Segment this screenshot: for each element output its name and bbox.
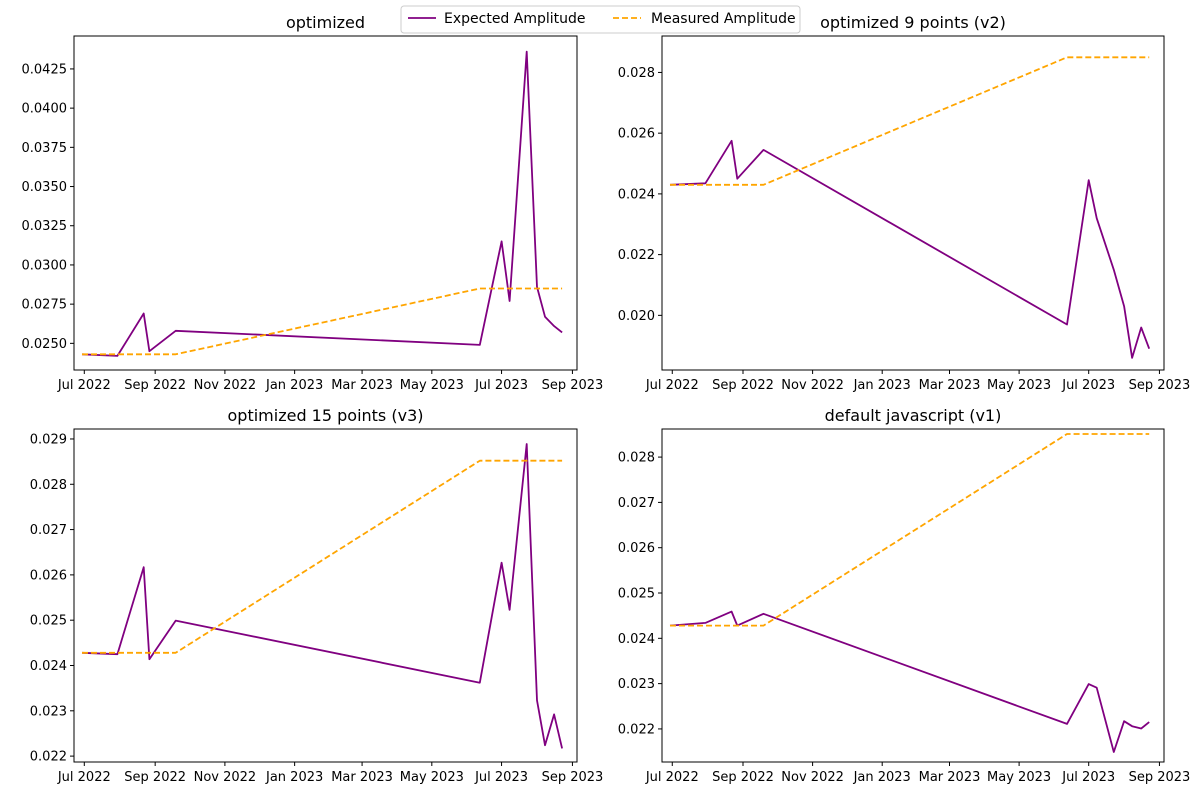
x-tick-label: Jan 2023: [265, 770, 323, 785]
x-tick-label: Jul 2023: [1061, 770, 1115, 785]
y-tick-label: 0.028: [30, 478, 67, 493]
legend-label-measured: Measured Amplitude: [651, 11, 796, 27]
x-tick-label: May 2023: [400, 770, 464, 785]
y-tick-label: 0.027: [618, 496, 655, 511]
x-tick-label: Sep 2023: [1129, 770, 1191, 785]
subplot-optimized: optimized Jul 2022 Sep 2022 Nov 2022 Jan 202…: [22, 13, 604, 393]
x-tick-label: Mar 2023: [331, 378, 393, 393]
x-tick-label: Nov 2022: [781, 770, 844, 785]
y-tick-label: 0.028: [618, 451, 655, 466]
x-tick-label: Jul 2023: [1061, 378, 1115, 393]
y-tick-label: 0.024: [618, 187, 655, 202]
x-tick-label: Jul 2022: [57, 378, 111, 393]
axes-frame: [73, 35, 578, 371]
y-tick-label: 0.0250: [22, 337, 68, 352]
series-line-expected: [669, 139, 1151, 359]
y-tick-label: 0.026: [618, 541, 655, 556]
chart-title: optimized: [286, 13, 365, 32]
chart-title: default javascript (v1): [825, 406, 1002, 425]
x-tick-label: Nov 2022: [194, 770, 257, 785]
axes-frame: [73, 428, 578, 763]
y-tick-label: 0.020: [618, 309, 655, 324]
x-tick-label: Sep 2022: [124, 378, 186, 393]
x-tick-label: Sep 2022: [712, 378, 774, 393]
x-tick-label: Jul 2022: [645, 378, 699, 393]
x-tick-label: Mar 2023: [919, 378, 981, 393]
y-tick-label: 0.024: [618, 632, 655, 647]
x-tick-label: Mar 2023: [331, 770, 393, 785]
legend-frame: [400, 5, 801, 34]
x-tick-label: Jul 2022: [57, 770, 111, 785]
chart-title: optimized 15 points (v3): [228, 406, 424, 425]
y-tick-label: 0.029: [30, 432, 67, 447]
y-tick-label: 0.023: [618, 677, 655, 692]
y-tick-label: 0.022: [618, 248, 655, 263]
x-tick-label: Sep 2022: [124, 770, 186, 785]
axes-frame: [661, 35, 1165, 371]
y-tick-label: 0.026: [30, 568, 67, 583]
x-tick-label: May 2023: [987, 770, 1051, 785]
series-line-measured: [670, 56, 1150, 186]
y-tick-label: 0.025: [30, 614, 67, 629]
y-tick-label: 0.022: [30, 750, 67, 765]
x-tick-label: Jul 2023: [474, 378, 528, 393]
x-tick-label: Jan 2023: [853, 770, 911, 785]
series-line-expected: [669, 610, 1150, 753]
x-tick-label: Sep 2023: [1129, 378, 1191, 393]
subplot-default-javascript: default javascript (v1) Jul 2022 Sep 2022 N…: [618, 406, 1191, 785]
series-line-measured: [670, 433, 1150, 627]
x-tick-label: Mar 2023: [919, 770, 981, 785]
y-tick-label: 0.0275: [22, 298, 68, 313]
axes-frame: [661, 428, 1165, 763]
series-line-measured: [82, 459, 563, 654]
x-tick-label: Sep 2023: [542, 770, 604, 785]
y-tick-label: 0.027: [30, 523, 67, 538]
x-tick-label: Jul 2023: [474, 770, 528, 785]
legend: Expected Amplitude Measured Amplitude: [400, 5, 801, 34]
y-tick-label: 0.0400: [22, 102, 68, 117]
chart-title: optimized 9 points (v2): [820, 13, 1006, 32]
series-line-measured: [82, 287, 563, 356]
y-tick-label: 0.022: [618, 722, 655, 737]
x-tick-label: May 2023: [987, 378, 1051, 393]
x-tick-label: Jan 2023: [265, 378, 323, 393]
y-tick-label: 0.0375: [22, 141, 68, 156]
y-tick-label: 0.0350: [22, 180, 68, 195]
y-tick-label: 0.025: [618, 587, 655, 602]
y-tick-label: 0.028: [618, 66, 655, 81]
x-tick-label: Jul 2022: [645, 770, 699, 785]
series-line-expected: [81, 443, 563, 749]
subplot-optimized-15-points: optimized 15 points (v3) Jul 2022 Sep 2022…: [30, 406, 604, 785]
x-tick-label: May 2023: [400, 378, 464, 393]
y-tick-label: 0.023: [30, 704, 67, 719]
series-line-expected: [81, 50, 563, 357]
y-tick-label: 0.0300: [22, 258, 68, 273]
y-tick-label: 0.024: [30, 659, 67, 674]
legend-label-expected: Expected Amplitude: [444, 11, 586, 27]
x-tick-label: Nov 2022: [194, 378, 257, 393]
subplot-optimized-9-points: optimized 9 points (v2) Jul 2022 Sep 2022 N…: [618, 13, 1191, 393]
x-tick-label: Jan 2023: [853, 378, 911, 393]
y-tick-label: 0.0425: [22, 62, 68, 77]
x-tick-label: Sep 2022: [712, 770, 774, 785]
y-tick-label: 0.026: [618, 127, 655, 142]
x-tick-label: Nov 2022: [781, 378, 844, 393]
y-tick-label: 0.0325: [22, 219, 68, 234]
x-tick-label: Sep 2023: [542, 378, 604, 393]
